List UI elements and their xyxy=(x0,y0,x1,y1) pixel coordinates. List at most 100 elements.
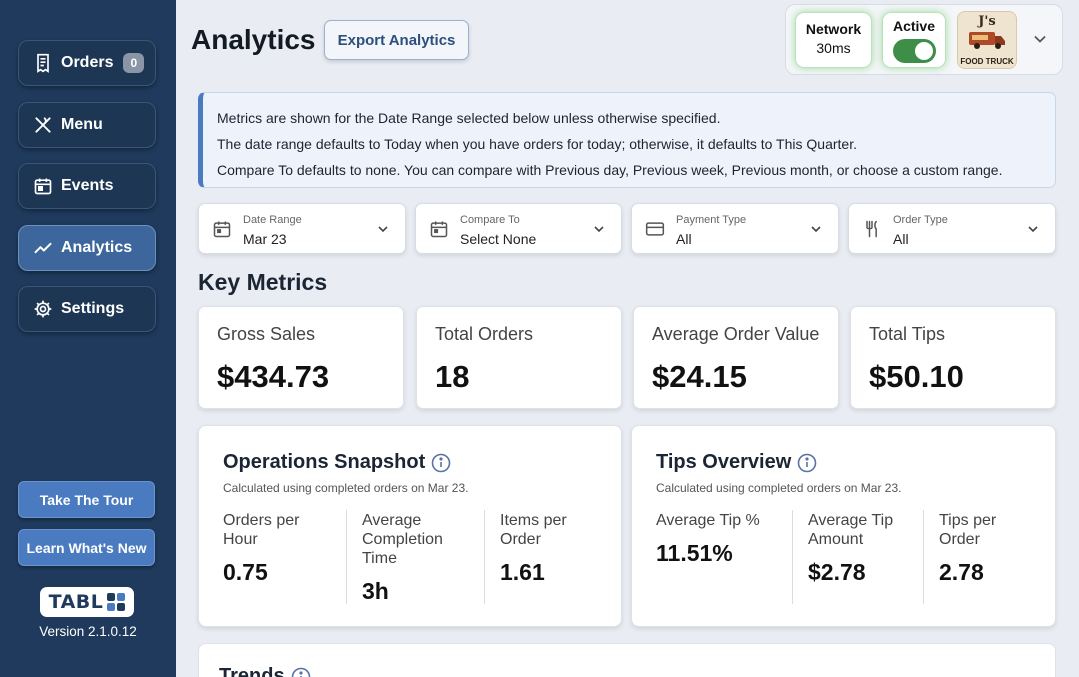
nav-settings-label: Settings xyxy=(61,300,125,317)
tips-title: Tips Overview xyxy=(656,451,817,474)
utensils-icon xyxy=(866,220,877,238)
compare-to-select[interactable]: Compare To Select None xyxy=(415,203,622,254)
stat-average-tip-amount: Average Tip Amount $2.78 xyxy=(808,511,893,586)
calendar-icon xyxy=(34,178,52,195)
trend-icon xyxy=(34,242,52,254)
brand-tagline: FOOD TRUCK xyxy=(960,57,1014,66)
chevron-down-icon xyxy=(811,226,821,233)
nav-menu-button[interactable]: Menu xyxy=(18,102,156,148)
chevron-down-icon xyxy=(594,226,604,233)
calendar-icon xyxy=(430,221,448,238)
stat-average-completion-time: Average Completion Time 3h xyxy=(362,511,443,605)
divider xyxy=(484,510,485,604)
trends-title: Trends xyxy=(219,665,311,677)
nav-menu-label: Menu xyxy=(61,116,103,133)
nav-events-button[interactable]: Events xyxy=(18,163,156,209)
metric-label: Gross Sales xyxy=(217,324,316,344)
stat-label: Average Completion Time xyxy=(362,512,443,567)
trends-panel: Trends xyxy=(198,643,1056,677)
tips-overview-panel: Tips Overview Calculated using completed… xyxy=(631,425,1056,627)
export-analytics-button[interactable]: Export Analytics xyxy=(324,20,469,60)
app-version: Version 2.1.0.12 xyxy=(39,624,137,639)
metric-card-gross-sales: Gross Sales $434.73 xyxy=(198,306,404,409)
stat-label: Items per Order xyxy=(500,512,567,548)
network-status: Network 30ms xyxy=(795,12,872,68)
info-icon[interactable] xyxy=(431,453,451,473)
stat-average-tip-percent: Average Tip % 11.51% xyxy=(656,511,760,567)
info-icon[interactable] xyxy=(797,453,817,473)
payment-type-select[interactable]: Payment Type All xyxy=(631,203,839,254)
metric-card-average-order-value: Average Order Value $24.15 xyxy=(633,306,839,409)
info-line: The date range defaults to Today when yo… xyxy=(217,136,857,152)
stat-value: 11.51% xyxy=(656,540,733,566)
food-truck-icon xyxy=(969,32,1005,49)
active-toggle[interactable] xyxy=(893,39,936,63)
key-metrics-title: Key Metrics xyxy=(198,269,328,295)
stat-value: 2.78 xyxy=(939,559,984,585)
filter-label: Order Type xyxy=(893,214,948,226)
metric-label: Average Order Value xyxy=(652,324,820,344)
tips-subtitle: Calculated using completed orders on Mar… xyxy=(656,481,902,495)
metric-value: $50.10 xyxy=(869,359,964,394)
logo-grid-icon xyxy=(107,593,126,611)
stat-label: Orders per Hour xyxy=(223,512,300,548)
active-label: Active xyxy=(892,18,936,34)
stat-label: Tips per Order xyxy=(939,512,997,548)
whats-new-button[interactable]: Learn What's New xyxy=(18,529,155,566)
info-icon[interactable] xyxy=(291,667,311,677)
metric-value: $434.73 xyxy=(217,359,330,394)
chevron-down-icon xyxy=(378,226,388,233)
chevron-down-icon xyxy=(1028,226,1038,233)
calendar-icon xyxy=(213,221,231,238)
filter-label: Payment Type xyxy=(676,214,747,226)
operations-snapshot-panel: Operations Snapshot Calculated using com… xyxy=(198,425,622,627)
info-line: Compare To defaults to none. You can com… xyxy=(217,162,1003,178)
stat-label: Average Tip Amount xyxy=(808,512,894,548)
tips-title-text: Tips Overview xyxy=(656,451,792,473)
stat-orders-per-hour: Orders per Hour 0.75 xyxy=(223,511,299,586)
divider xyxy=(923,510,924,604)
filter-value: All xyxy=(676,231,692,247)
orders-count-badge: 0 xyxy=(123,53,145,73)
date-range-select[interactable]: Date Range Mar 23 xyxy=(198,203,406,254)
operations-subtitle: Calculated using completed orders on Mar… xyxy=(223,481,469,495)
metric-value: $24.15 xyxy=(652,359,747,394)
filter-label: Date Range xyxy=(243,214,302,226)
operations-title-text: Operations Snapshot xyxy=(223,451,426,473)
nav-settings-button[interactable]: Settings xyxy=(18,286,156,332)
metric-label: Total Orders xyxy=(435,324,534,344)
logo-text: TABL xyxy=(48,591,104,613)
card-icon xyxy=(645,222,665,236)
network-latency: 30ms xyxy=(816,40,851,56)
nav-analytics-button[interactable]: Analytics xyxy=(18,225,156,271)
operations-title: Operations Snapshot xyxy=(223,451,451,474)
trends-title-text: Trends xyxy=(219,665,285,677)
page-title: Analytics xyxy=(191,24,316,55)
nav-events-label: Events xyxy=(61,177,114,194)
active-status: Active xyxy=(882,12,946,68)
nav-analytics-label: Analytics xyxy=(61,239,133,256)
order-type-select[interactable]: Order Type All xyxy=(848,203,1056,254)
stat-value: 0.75 xyxy=(223,559,268,585)
info-banner: Metrics are shown for the Date Range sel… xyxy=(198,92,1056,188)
chevron-down-icon[interactable] xyxy=(1033,32,1047,46)
tabl-logo: TABL xyxy=(40,587,134,617)
nav-orders-label: Orders xyxy=(61,54,114,71)
filter-value: Select None xyxy=(460,231,537,247)
take-tour-button[interactable]: Take The Tour xyxy=(18,481,155,518)
receipt-icon xyxy=(37,53,49,73)
toggle-knob xyxy=(915,42,933,60)
stat-value: 1.61 xyxy=(500,559,545,585)
stat-items-per-order: Items per Order 1.61 xyxy=(500,511,567,586)
network-label: Network xyxy=(805,21,862,37)
nav-orders-button[interactable]: Orders 0 xyxy=(18,40,156,86)
gear-icon xyxy=(34,300,52,318)
filter-value: Mar 23 xyxy=(243,231,287,247)
divider xyxy=(346,510,347,604)
food-truck-logo[interactable]: J's FOOD TRUCK xyxy=(957,11,1017,69)
metric-card-total-orders: Total Orders 18 xyxy=(416,306,622,409)
stat-tips-per-order: Tips per Order 2.78 xyxy=(939,511,996,586)
filter-label: Compare To xyxy=(460,214,520,226)
metric-label: Total Tips xyxy=(869,324,946,344)
info-line: Metrics are shown for the Date Range sel… xyxy=(217,110,721,126)
